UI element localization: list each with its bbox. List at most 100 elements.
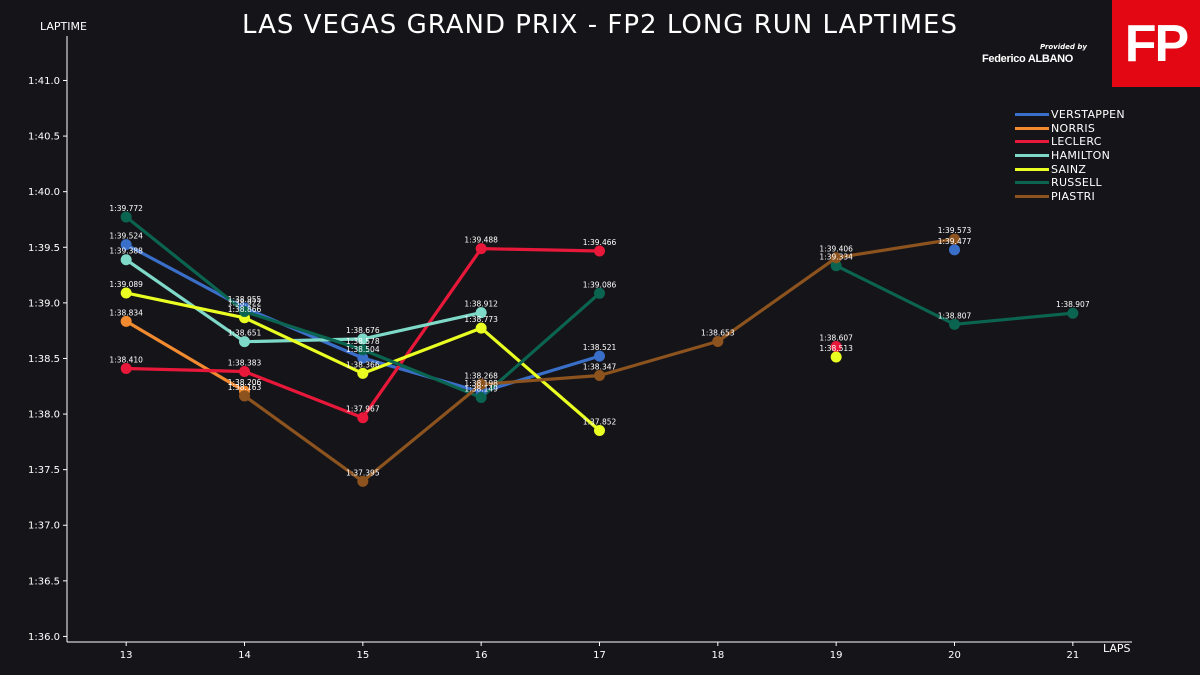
data-point-hamilton <box>475 307 487 319</box>
y-tick-label: 1:38.5 <box>28 354 60 365</box>
x-tick-label: 21 <box>1066 650 1079 661</box>
data-point-sainz <box>357 367 369 379</box>
data-point-norris <box>120 315 132 327</box>
data-point-piastri <box>239 390 250 402</box>
data-label: 1:39.772 <box>109 204 143 213</box>
chart-legend: VERSTAPPEN NORRIS LECLERC HAMILTON SAINZ RUSS… <box>1015 108 1125 203</box>
y-tick-label: 1:37.5 <box>28 465 60 476</box>
data-label: 1:39.089 <box>109 280 143 289</box>
legend-swatch <box>1015 113 1049 117</box>
data-point-hamilton <box>239 336 250 348</box>
data-point-russell <box>1067 307 1079 319</box>
data-label: 1:39.573 <box>938 226 972 235</box>
series-line-norris <box>125 319 246 393</box>
data-label: 1:38.268 <box>464 371 498 380</box>
data-label: 1:37.852 <box>583 418 617 427</box>
legend-item-leclerc: LECLERC <box>1015 135 1125 149</box>
data-point-russell <box>594 287 605 299</box>
x-tick-label: 16 <box>475 650 488 661</box>
legend-swatch <box>1015 167 1049 171</box>
credit-last-name: ALBANO <box>1027 53 1074 65</box>
data-label: 1:38.607 <box>819 334 853 343</box>
x-tick-label: 14 <box>238 650 251 661</box>
legend-item-sainz: SAINZ <box>1015 162 1125 176</box>
data-label: 1:38.773 <box>464 315 498 324</box>
legend-item-piastri: PIASTRI <box>1015 190 1125 204</box>
y-tick-label: 1:36.5 <box>28 576 60 587</box>
data-point-verstappen <box>120 239 132 251</box>
data-label: 1:38.347 <box>583 362 617 371</box>
x-tick-label: 18 <box>711 650 724 661</box>
data-point-piastri <box>357 475 369 487</box>
legend-swatch <box>1015 181 1049 185</box>
data-label: 1:38.807 <box>938 311 972 320</box>
credit-first-name: Federico <box>982 53 1026 65</box>
y-tick-label: 1:41.0 <box>28 76 60 87</box>
x-tick-label: 15 <box>356 650 369 661</box>
data-label: 1:38.513 <box>819 344 853 353</box>
data-point-sainz <box>594 425 605 437</box>
legend-label: LECLERC <box>1051 135 1102 149</box>
legend-label: NORRIS <box>1051 121 1096 135</box>
x-tick-label: 17 <box>593 650 606 661</box>
data-label: 1:38.922 <box>228 299 262 308</box>
legend-item-norris: NORRIS <box>1015 122 1125 136</box>
fp-logo-text: FP <box>1124 14 1189 73</box>
y-tick-label: 1:36.0 <box>28 632 60 643</box>
data-point-hamilton <box>120 254 132 266</box>
data-label: 1:38.955 <box>228 295 262 304</box>
data-label: 1:39.477 <box>938 237 972 246</box>
legend-label: HAMILTON <box>1051 149 1111 163</box>
legend-swatch <box>1015 140 1049 144</box>
data-label: 1:38.521 <box>583 343 617 352</box>
data-label: 1:38.866 <box>228 305 262 314</box>
data-point-russell <box>475 391 487 403</box>
data-label: 1:38.834 <box>109 308 143 317</box>
y-tick-label: 1:38.0 <box>28 410 60 421</box>
y-tick-label: 1:39.5 <box>28 243 60 254</box>
x-tick-label: 20 <box>948 650 961 661</box>
data-label: 1:37.395 <box>346 468 380 477</box>
data-label: 1:38.907 <box>1056 300 1090 309</box>
data-point-sainz <box>830 351 842 363</box>
data-point-leclerc <box>239 365 250 377</box>
y-tick-label: 1:40.5 <box>28 132 60 143</box>
data-label: 1:38.653 <box>701 328 735 337</box>
x-axis-label: LAPS <box>1103 642 1131 655</box>
data-point-russell <box>120 211 132 223</box>
data-point-piastri <box>594 369 605 381</box>
data-label: 1:39.524 <box>109 232 143 241</box>
fp-logo: FP <box>1112 0 1200 87</box>
legend-swatch <box>1015 194 1049 198</box>
data-label: 1:38.198 <box>464 379 498 388</box>
data-point-leclerc <box>830 341 842 353</box>
data-label: 1:39.086 <box>583 280 617 289</box>
data-label: 1:38.206 <box>228 378 262 387</box>
data-label: 1:38.578 <box>346 337 380 346</box>
data-point-russell <box>830 260 842 272</box>
data-label: 1:38.504 <box>346 345 380 354</box>
data-label: 1:39.406 <box>819 245 853 254</box>
legend-item-verstappen: VERSTAPPEN <box>1015 108 1125 122</box>
data-point-russell <box>357 344 369 356</box>
data-point-verstappen <box>594 350 605 362</box>
legend-label: SAINZ <box>1051 162 1087 176</box>
data-point-leclerc <box>357 412 369 424</box>
data-point-russell <box>949 318 960 330</box>
legend-item-hamilton: HAMILTON <box>1015 149 1125 163</box>
y-tick-label: 1:37.0 <box>28 521 60 532</box>
data-point-russell <box>239 306 250 318</box>
data-label: 1:39.488 <box>464 236 498 245</box>
data-label: 1:38.651 <box>228 329 262 338</box>
data-label: 1:37.967 <box>346 405 380 414</box>
data-point-sainz <box>120 287 132 299</box>
data-label: 1:38.149 <box>464 384 498 393</box>
legend-item-russell: RUSSELL <box>1015 176 1125 190</box>
data-point-leclerc <box>594 245 605 257</box>
legend-label: PIASTRI <box>1051 189 1096 203</box>
data-label: 1:39.388 <box>109 247 143 256</box>
y-tick-label: 1:40.0 <box>28 187 60 198</box>
x-tick-label: 13 <box>120 650 133 661</box>
data-point-sainz <box>475 322 487 334</box>
